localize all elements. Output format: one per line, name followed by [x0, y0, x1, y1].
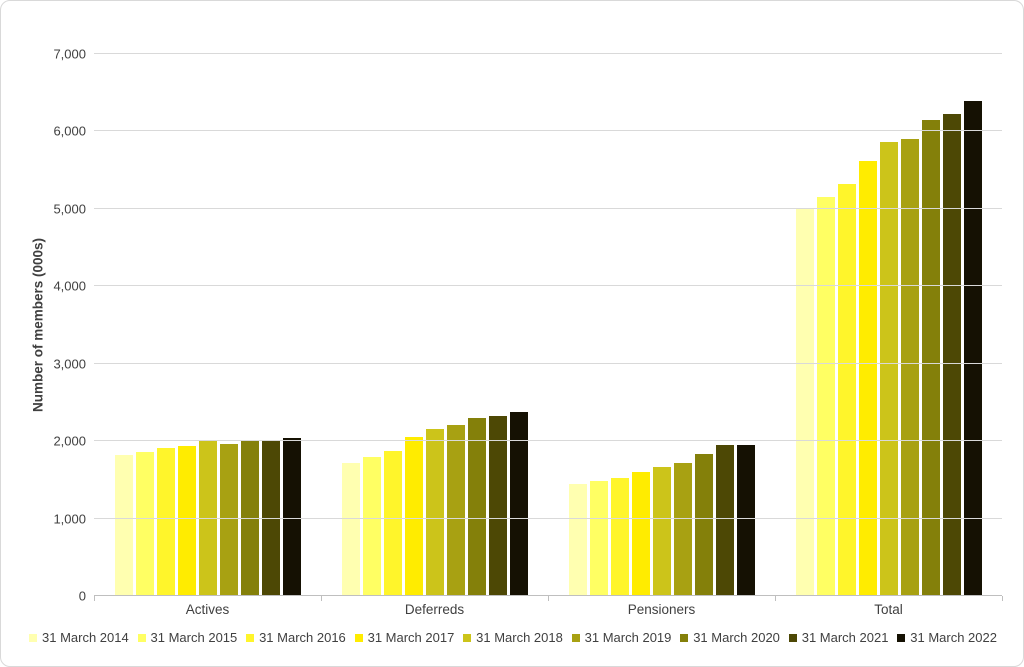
legend-item-2019: 31 March 2019 [571, 630, 672, 645]
legend-swatch-icon [137, 633, 146, 642]
bar-actives-2022 [282, 438, 301, 596]
bar-actives-2017 [177, 445, 196, 596]
x-axis-tick-mark [321, 596, 322, 601]
bar-deferreds-2015 [362, 457, 381, 596]
legend-item-2021: 31 March 2021 [788, 630, 889, 645]
legend-swatch-icon [571, 633, 580, 642]
bar-pensioners-2017 [631, 472, 650, 596]
bar-pensioners-2018 [652, 466, 671, 596]
bar-total-2020 [921, 119, 940, 596]
bar-total-2014 [795, 208, 814, 596]
y-axis-ticks: 0 1,000 2,000 3,000 4,000 5,000 6,000 7,000 [31, 48, 86, 603]
legend-swatch-icon [788, 633, 797, 642]
gridline-6000 [94, 130, 1002, 132]
y-tick-label: 4,000 [53, 278, 86, 294]
bar-total-2022 [963, 101, 982, 596]
bar-actives-2019 [219, 444, 238, 596]
legend-swatch-icon [246, 633, 255, 642]
bar-deferreds-2022 [509, 411, 528, 596]
gridline-4000 [94, 285, 1002, 287]
legend-item-2016: 31 March 2016 [246, 630, 346, 645]
legend-item-2017: 31 March 2017 [354, 630, 455, 645]
legend-label: 31 March 2016 [259, 630, 346, 645]
gridline-2000 [94, 440, 1002, 442]
x-category-label-actives: Actives [185, 602, 230, 617]
legend-swatch-icon [463, 633, 472, 642]
y-tick-label: 6,000 [53, 123, 86, 139]
legend-swatch-icon [354, 633, 363, 642]
bar-deferreds-2020 [467, 417, 486, 596]
bar-deferreds-2014 [341, 462, 360, 596]
bar-group-actives [94, 54, 321, 596]
legend-item-2018: 31 March 2018 [463, 630, 563, 645]
legend-label: 31 March 2019 [584, 630, 672, 645]
y-tick-label: 5,000 [53, 201, 86, 217]
bar-total-2015 [816, 197, 835, 596]
gridline-3000 [94, 362, 1002, 364]
x-category-label-pensioners: Pensioners [627, 602, 696, 617]
bar-total-2017 [858, 160, 877, 596]
bar-groups-container [94, 54, 1002, 596]
bar-pensioners-2020 [694, 454, 713, 596]
legend-item-2022: 31 March 2022 [897, 630, 997, 645]
bar-actives-2014 [114, 455, 133, 596]
bar-pensioners-2016 [610, 477, 629, 596]
x-category-label-deferreds: Deferreds [404, 602, 465, 617]
bar-deferreds-2018 [425, 428, 444, 596]
y-tick-label: 2,000 [53, 433, 86, 449]
bar-pensioners-2019 [673, 462, 692, 596]
legend-swatch-icon [680, 633, 689, 642]
bar-deferreds-2019 [446, 424, 465, 596]
gridline-7000 [94, 53, 1002, 54]
bar-deferreds-2017 [404, 437, 423, 596]
y-tick-label: 0 [78, 588, 86, 604]
legend-item-2020: 31 March 2020 [680, 630, 780, 645]
bar-pensioners-2021 [715, 445, 734, 596]
bar-total-2019 [900, 139, 919, 596]
legend-label: 31 March 2014 [42, 630, 129, 645]
bar-group-total [775, 54, 1002, 596]
y-tick-label: 1,000 [53, 511, 86, 527]
legend-swatch-icon [897, 633, 906, 642]
bar-group-deferreds [321, 54, 548, 596]
y-tick-label: 7,000 [53, 46, 86, 62]
x-axis-category-labels: Actives Deferreds Pensioners Total [94, 602, 1002, 617]
legend-item-2014: 31 March 2014 [29, 630, 129, 645]
legend-item-2015: 31 March 2015 [137, 630, 238, 645]
bar-total-2018 [879, 142, 898, 596]
legend: 31 March 2014 31 March 2015 31 March 2016 3… [29, 630, 997, 645]
legend-swatch-icon [29, 633, 37, 642]
legend-label: 31 March 2015 [150, 630, 238, 645]
legend-label: 31 March 2021 [801, 630, 889, 645]
plot-area [94, 53, 1003, 601]
x-category-label-total: Total [874, 602, 903, 617]
bar-total-2016 [837, 184, 856, 596]
gridline-5000 [94, 207, 1002, 209]
x-axis-tick-mark [1002, 596, 1003, 601]
x-axis-baseline [94, 595, 1002, 596]
x-axis-tick-mark [94, 596, 95, 601]
bar-total-2021 [942, 113, 961, 596]
bar-actives-2016 [156, 448, 175, 596]
legend-label: 31 March 2022 [910, 630, 997, 645]
legend-label: 31 March 2017 [367, 630, 455, 645]
bar-actives-2015 [135, 451, 154, 596]
bar-pensioners-2015 [589, 481, 608, 596]
bar-pensioners-2014 [568, 483, 587, 596]
x-axis-tick-mark [775, 596, 776, 601]
bar-deferreds-2021 [488, 415, 507, 596]
y-tick-label: 3,000 [53, 356, 86, 372]
bar-pensioners-2022 [736, 445, 755, 596]
bar-deferreds-2016 [383, 451, 402, 596]
gridline-1000 [94, 517, 1002, 519]
x-axis-tick-mark [548, 596, 549, 601]
legend-label: 31 March 2018 [476, 630, 563, 645]
bar-group-pensioners [548, 54, 775, 596]
legend-label: 31 March 2020 [693, 630, 780, 645]
